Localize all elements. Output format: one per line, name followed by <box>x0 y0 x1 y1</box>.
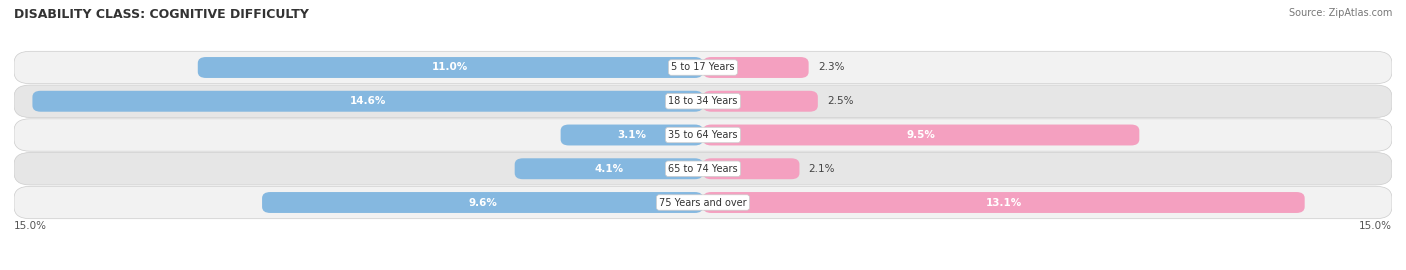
Text: 5 to 17 Years: 5 to 17 Years <box>671 62 735 73</box>
Text: 11.0%: 11.0% <box>432 62 468 73</box>
Text: 9.5%: 9.5% <box>907 130 935 140</box>
FancyBboxPatch shape <box>32 91 703 112</box>
FancyBboxPatch shape <box>198 57 703 78</box>
FancyBboxPatch shape <box>703 124 1139 146</box>
FancyBboxPatch shape <box>703 192 1305 213</box>
FancyBboxPatch shape <box>262 192 703 213</box>
Text: 4.1%: 4.1% <box>595 164 623 174</box>
Text: 75 Years and over: 75 Years and over <box>659 197 747 208</box>
FancyBboxPatch shape <box>14 153 1392 185</box>
FancyBboxPatch shape <box>515 158 703 179</box>
Text: 18 to 34 Years: 18 to 34 Years <box>668 96 738 106</box>
FancyBboxPatch shape <box>703 91 818 112</box>
Text: Source: ZipAtlas.com: Source: ZipAtlas.com <box>1288 8 1392 18</box>
FancyBboxPatch shape <box>14 85 1392 117</box>
FancyBboxPatch shape <box>14 186 1392 219</box>
FancyBboxPatch shape <box>703 158 800 179</box>
Text: 13.1%: 13.1% <box>986 197 1022 208</box>
FancyBboxPatch shape <box>14 119 1392 151</box>
Text: 2.1%: 2.1% <box>808 164 835 174</box>
Text: 35 to 64 Years: 35 to 64 Years <box>668 130 738 140</box>
Text: 2.3%: 2.3% <box>818 62 845 73</box>
Text: 9.6%: 9.6% <box>468 197 496 208</box>
Text: 15.0%: 15.0% <box>1360 221 1392 231</box>
Text: 3.1%: 3.1% <box>617 130 647 140</box>
FancyBboxPatch shape <box>14 51 1392 84</box>
Text: DISABILITY CLASS: COGNITIVE DIFFICULTY: DISABILITY CLASS: COGNITIVE DIFFICULTY <box>14 8 309 21</box>
Text: 14.6%: 14.6% <box>350 96 385 106</box>
FancyBboxPatch shape <box>561 124 703 146</box>
Text: 15.0%: 15.0% <box>14 221 46 231</box>
Text: 2.5%: 2.5% <box>827 96 853 106</box>
FancyBboxPatch shape <box>703 57 808 78</box>
Text: 65 to 74 Years: 65 to 74 Years <box>668 164 738 174</box>
